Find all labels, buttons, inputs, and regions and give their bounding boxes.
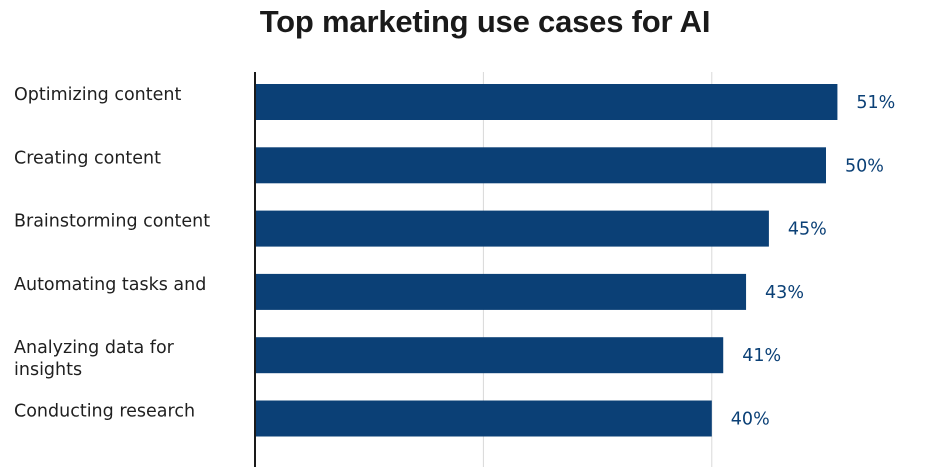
value-label: 45% (788, 220, 827, 240)
category-label: Brainstorming content (14, 212, 210, 232)
bar (255, 147, 826, 184)
category-label-line: Conducting research (14, 402, 195, 422)
chart-title: Top marketing use cases for AI (259, 4, 711, 39)
category-label-line: Analyzing data for (14, 338, 175, 358)
value-label: 43% (765, 283, 804, 303)
category-label: Optimizing content (14, 85, 181, 105)
bar (255, 273, 747, 310)
category-label-line: insights (14, 360, 82, 380)
category-label-line: Creating content (14, 148, 161, 168)
category-label-line: Brainstorming content (14, 212, 210, 232)
category-label: Analyzing data for insights (14, 338, 175, 380)
category-label: Automating tasks and (14, 275, 206, 295)
value-label: 50% (845, 156, 884, 176)
bar (255, 400, 712, 437)
value-label: 51% (856, 93, 895, 113)
bar (255, 84, 838, 120)
category-label: Creating content (14, 148, 161, 168)
value-label: 41% (742, 346, 781, 366)
category-label-line: Optimizing content (14, 85, 181, 105)
bar (255, 337, 724, 374)
category-label-line: Automating tasks and (14, 275, 206, 295)
value-label: 40% (731, 410, 770, 430)
bar (255, 210, 769, 247)
category-label: Conducting research (14, 402, 195, 422)
